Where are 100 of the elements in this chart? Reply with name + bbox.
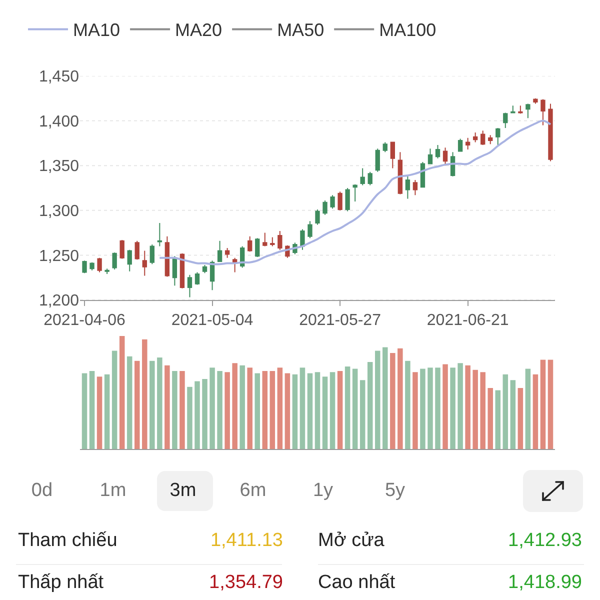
- bar: [247, 368, 252, 449]
- bar: [284, 373, 290, 449]
- candlestick: [90, 262, 94, 271]
- y-tick-label: 1,400: [38, 113, 80, 130]
- candlestick: [503, 112, 508, 128]
- text: 1m: [100, 480, 126, 502]
- legend-label: MA20: [175, 20, 222, 40]
- bar: [352, 368, 358, 449]
- candlestick: [104, 268, 110, 275]
- bar: [390, 352, 396, 449]
- bar: [472, 370, 478, 449]
- bar: [254, 373, 260, 449]
- candlestick: [308, 220, 312, 239]
- candlestick: [217, 240, 222, 262]
- bar: [412, 372, 418, 449]
- candlestick: [120, 239, 124, 260]
- bar: [442, 364, 448, 449]
- bar: [518, 388, 524, 449]
- candlestick: [270, 236, 275, 247]
- x-tick-label: 2021-04-06: [44, 312, 126, 330]
- bar: [532, 374, 538, 449]
- bar: [262, 371, 268, 449]
- bar: [202, 378, 208, 449]
- candlestick: [150, 244, 154, 265]
- bar: [119, 336, 125, 449]
- bar: [322, 376, 328, 449]
- text: Cao nhất: [318, 572, 396, 594]
- bar: [382, 347, 388, 449]
- candlestick: [496, 127, 500, 146]
- bar: [300, 368, 306, 449]
- bar: [314, 372, 320, 449]
- bar: [330, 372, 336, 449]
- bar: [134, 360, 140, 449]
- candlestick: [330, 194, 335, 210]
- text: Thấp nhất: [18, 572, 104, 594]
- candlestick: [134, 240, 140, 260]
- text: 1,411.13: [210, 530, 283, 552]
- bar: [277, 368, 283, 449]
- bar: [488, 388, 493, 449]
- candlestick: [390, 142, 395, 169]
- bar: [270, 371, 276, 449]
- candlestick: [540, 98, 546, 126]
- bar: [510, 380, 516, 449]
- text: 1,412.93: [508, 530, 582, 552]
- candlestick: [180, 252, 185, 289]
- bar: [502, 374, 508, 449]
- candlestick: [352, 184, 358, 202]
- candlestick: [405, 176, 410, 200]
- bar: [292, 374, 298, 449]
- candlestick: [97, 257, 102, 273]
- candlestick: [315, 209, 320, 226]
- candlestick: [82, 260, 87, 274]
- bar: [398, 348, 403, 449]
- candlestick: [360, 168, 365, 186]
- candlestick: [548, 103, 553, 162]
- candlestick: [533, 98, 538, 104]
- bar: [89, 371, 95, 449]
- candlestick: [375, 148, 380, 172]
- bar: [150, 360, 155, 449]
- bar: [180, 371, 185, 449]
- bar: [360, 380, 366, 449]
- bar: [367, 362, 373, 449]
- x-tick-label: 2021-05-04: [171, 312, 254, 330]
- candlestick: [224, 248, 230, 258]
- candlestick: [412, 179, 418, 196]
- candlestick: [345, 188, 350, 212]
- y-tick-label: 1,250: [38, 248, 80, 265]
- text: 0d: [31, 480, 53, 502]
- candlestick: [262, 232, 268, 247]
- legend-label: MA10: [73, 20, 120, 40]
- bar: [428, 368, 433, 449]
- bar: [96, 376, 102, 449]
- text: 6m: [240, 480, 266, 502]
- candlestick: [210, 260, 215, 291]
- bar: [465, 365, 470, 449]
- candlestick: [202, 264, 208, 274]
- bar: [344, 366, 350, 449]
- candlestick: [368, 171, 372, 186]
- y-tick-label: 1,200: [38, 292, 80, 310]
- bar: [142, 339, 148, 449]
- bar: [217, 371, 222, 449]
- candlestick: [248, 236, 252, 252]
- bar: [224, 372, 230, 449]
- bar: [104, 374, 110, 449]
- candlestick: [300, 228, 305, 250]
- bar: [240, 365, 245, 449]
- y-tick-label: 1,450: [38, 68, 80, 86]
- candlestick: [442, 147, 448, 166]
- candlestick: [164, 236, 170, 278]
- candlestick: [458, 138, 463, 152]
- bar: [337, 371, 343, 449]
- text: Mở cửa: [318, 530, 384, 552]
- candlestick: [338, 191, 342, 211]
- text: 1,418.99: [508, 572, 582, 594]
- candlestick: [472, 132, 478, 143]
- y-tick-label: 1,300: [38, 203, 80, 220]
- text: 3m: [170, 480, 196, 502]
- candlestick: [510, 105, 516, 114]
- candlestick: [255, 238, 260, 258]
- candlestick: [157, 222, 162, 247]
